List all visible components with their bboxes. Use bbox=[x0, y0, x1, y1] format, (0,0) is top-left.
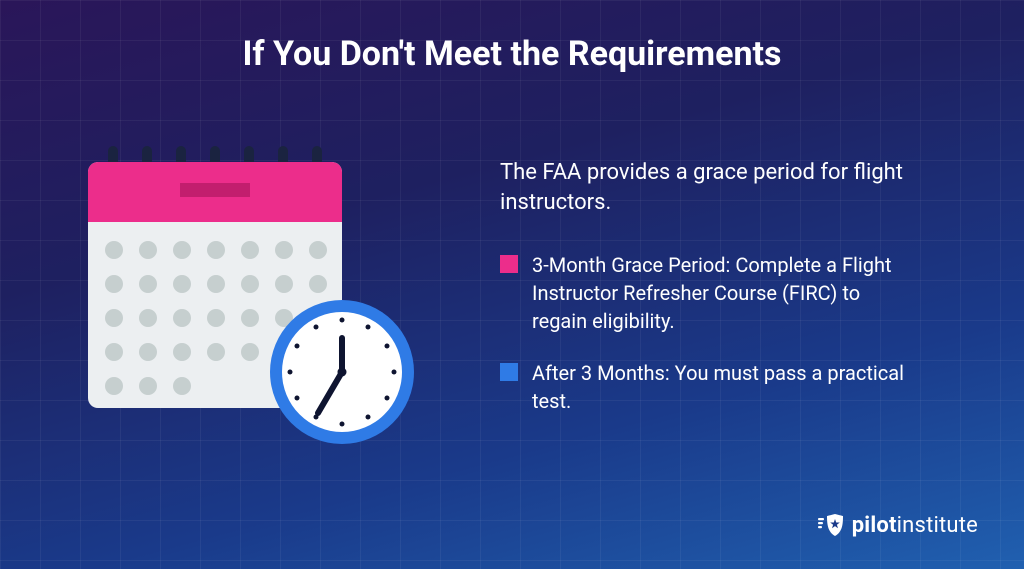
text-block: The FAA provides a grace period for flig… bbox=[500, 158, 920, 439]
calendar-clock-illustration bbox=[80, 140, 420, 450]
slide: If You Don't Meet the Requirements bbox=[0, 0, 1024, 569]
bullet-item: 3-Month Grace Period: Complete a Flight … bbox=[500, 251, 920, 335]
bullet-text: 3-Month Grace Period: Complete a Flight … bbox=[532, 251, 920, 335]
clock-icon bbox=[270, 300, 414, 444]
calendar-header-accent bbox=[180, 183, 250, 197]
brand-suffix: institute bbox=[897, 513, 978, 538]
brand-logo: pilotinstitute bbox=[818, 511, 978, 539]
bullet-marker-blue bbox=[500, 363, 518, 381]
bullet-item: After 3 Months: You must pass a practica… bbox=[500, 359, 920, 415]
shield-wing-icon bbox=[818, 511, 846, 539]
slide-title: If You Don't Meet the Requirements bbox=[0, 34, 1024, 74]
brand-name: pilotinstitute bbox=[852, 513, 978, 538]
intro-text: The FAA provides a grace period for flig… bbox=[500, 158, 920, 217]
calendar-clock-svg bbox=[80, 140, 420, 450]
brand-prefix: pilot bbox=[852, 513, 897, 538]
bullet-text: After 3 Months: You must pass a practica… bbox=[532, 359, 920, 415]
bullet-marker-pink bbox=[500, 255, 518, 273]
